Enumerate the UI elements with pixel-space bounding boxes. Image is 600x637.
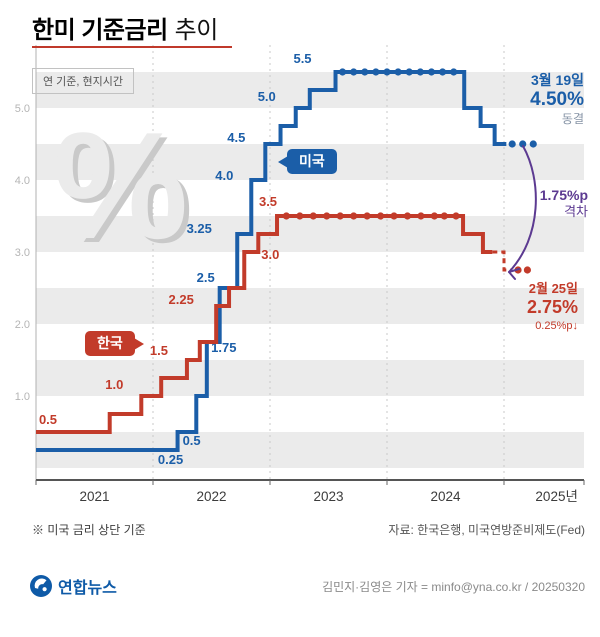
- source-note: 자료: 한국은행, 미국연방준비제도(Fed): [388, 523, 585, 537]
- kr-hold-dot: [523, 266, 532, 274]
- stripe-band: [36, 288, 584, 324]
- footer-meta-row: ※ 미국 금리 상단 기준 자료: 한국은행, 미국연방준비제도(Fed): [32, 521, 585, 538]
- footer-brand-row: 연합뉴스 김민지·김영은 기자 = minfo@yna.co.kr / 2025…: [30, 574, 585, 598]
- kr-step-label: 2.25: [169, 292, 194, 307]
- us-end-date: 3월 19일: [530, 72, 584, 88]
- korea-end-rate: 2.75%: [526, 297, 578, 317]
- us-hold-dot: [438, 68, 447, 76]
- us-step-label: 5.0: [258, 89, 276, 104]
- us-hold-dot: [338, 68, 347, 76]
- korea-end-date: 2월 25일: [528, 281, 578, 296]
- x-axis-label: 2021: [79, 489, 109, 504]
- x-axis-label: 2025년: [535, 489, 577, 504]
- us-hold-dot: [405, 68, 413, 76]
- byline-credit: 김민지·김영은 기자 = minfo@yna.co.kr / 20250320: [322, 579, 585, 594]
- us-rate-badge: 미국: [287, 149, 337, 174]
- korea-rate-badge: 한국: [85, 331, 135, 356]
- korea-end-annotation: 2월 25일 2.75% 0.25%p↓: [527, 281, 578, 333]
- us-hold-dot: [450, 68, 458, 76]
- y-axis-label: 4.0: [15, 175, 30, 187]
- kr-hold-dot: [309, 212, 317, 220]
- kr-hold-dot: [417, 212, 425, 220]
- gap-bracket-arrow: [508, 268, 520, 280]
- kr-hold-dot: [403, 212, 412, 220]
- kr-line-dashed: [492, 250, 512, 272]
- us-hold-dot: [427, 68, 436, 76]
- us-hold-dot: [361, 68, 369, 76]
- y-axis-label: 1.0: [15, 391, 30, 403]
- us-step-label: 4.5: [227, 130, 245, 145]
- y-axis-label: 2.0: [15, 319, 30, 331]
- kr-step-label: 1.0: [105, 377, 123, 392]
- percent-watermark: %: [58, 105, 193, 275]
- us-hold-dot: [529, 140, 537, 148]
- us-step-label: 0.25: [158, 452, 183, 467]
- us-end-status: 동결: [561, 112, 584, 126]
- x-axis-label: 2023: [313, 489, 343, 504]
- title-light: 추이: [174, 17, 219, 44]
- percent-watermark: %: [53, 101, 188, 271]
- kr-hold-dot: [390, 212, 398, 220]
- x-axis-label: 2022: [196, 489, 226, 504]
- us-step-label: 0.5: [183, 433, 201, 448]
- yonhap-logo: 연합뉴스: [30, 574, 117, 598]
- gap-label: 격차: [564, 204, 588, 219]
- kr-step-label: 3.5: [259, 194, 277, 209]
- stripe-band: [36, 216, 584, 252]
- kr-step-label: 3.0: [261, 247, 279, 262]
- y-axis-label: 5.0: [15, 103, 30, 115]
- x-axis-label: 2024: [430, 489, 461, 504]
- kr-hold-dot: [296, 212, 304, 220]
- us-hold-dot: [372, 68, 380, 76]
- stripe-band: [36, 360, 584, 396]
- kr-hold-dot: [282, 212, 290, 220]
- gap-bracket-curve: [508, 145, 537, 273]
- us-line: [36, 70, 507, 452]
- us-step-label: 5.5: [293, 51, 311, 66]
- yonhap-logo-text: 연합뉴스: [58, 580, 117, 597]
- us-hold-dot: [519, 140, 527, 148]
- gap-bracket: [508, 145, 537, 280]
- us-hold-dot: [383, 68, 391, 76]
- us-step-label: 4.0: [215, 168, 233, 183]
- kr-hold-dot: [323, 212, 331, 220]
- kr-hold-dot: [376, 212, 385, 220]
- kr-hold-dot: [440, 212, 448, 220]
- kr-hold-dot: [452, 212, 460, 220]
- title-underline: [32, 46, 232, 48]
- us-hold-dot: [394, 68, 402, 76]
- korea-end-change: 0.25%p↓: [535, 320, 578, 332]
- kr-step-label: 1.5: [150, 343, 168, 358]
- us-hold-dot: [508, 140, 516, 148]
- y-axis-label: 3.0: [15, 247, 30, 259]
- kr-hold-dot: [363, 212, 371, 220]
- footnote: ※ 미국 금리 상단 기준: [32, 523, 146, 537]
- us-hold-dot: [416, 68, 424, 76]
- gap-annotation: 1.75%p 격차: [540, 186, 588, 220]
- kr-hold-dot: [350, 212, 358, 220]
- kr-step-label: 0.5: [39, 412, 57, 427]
- us-end-rate: 4.50%: [530, 89, 584, 110]
- title-strong: 한미 기준금리: [32, 17, 168, 44]
- kr-hold-dot: [336, 212, 344, 220]
- us-step-label: 3.25: [187, 221, 212, 236]
- us-step-label: 2.5: [197, 270, 215, 285]
- yonhap-logo-icon: [30, 575, 52, 597]
- kr-hold-dot: [430, 212, 438, 220]
- basis-note-box: 연 기준, 현지시간: [32, 68, 135, 94]
- gap-value: 1.75%p: [539, 187, 588, 203]
- us-hold-dot: [350, 68, 358, 76]
- page-title: 한미 기준금리 추이: [32, 10, 218, 45]
- us-end-annotation: 3월 19일 4.50% 동결: [530, 72, 584, 127]
